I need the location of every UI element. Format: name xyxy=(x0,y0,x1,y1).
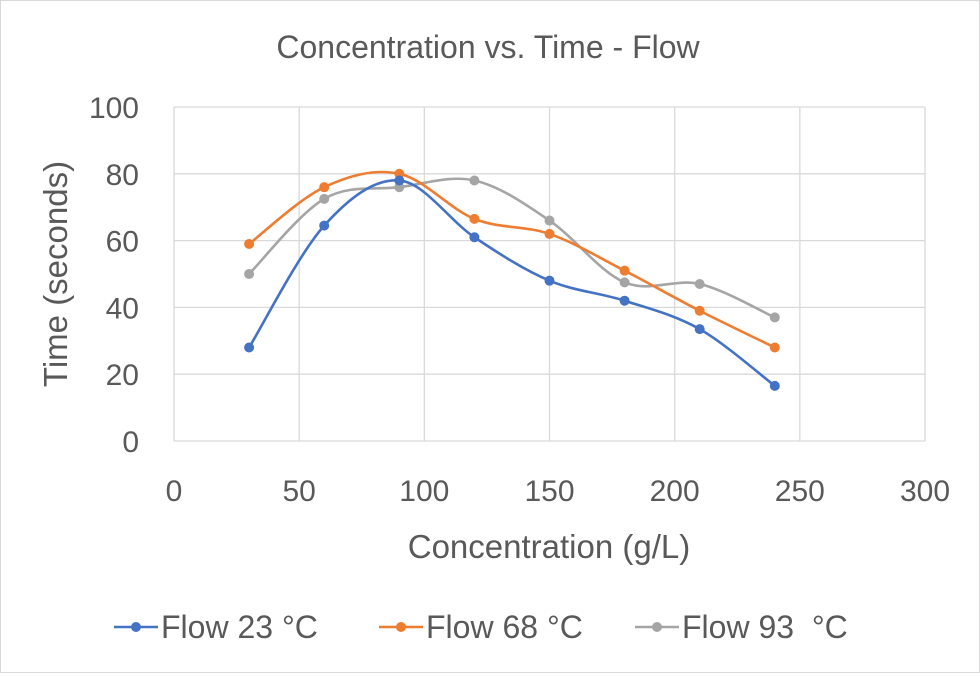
series-1 xyxy=(244,175,780,391)
y-tick-label: 20 xyxy=(106,359,139,392)
series-line xyxy=(248,170,776,349)
data-point xyxy=(769,380,780,391)
x-tick-label: 150 xyxy=(524,475,574,508)
series-group xyxy=(244,168,780,391)
data-point xyxy=(469,175,480,186)
x-axis-label: Concentration (g/L) xyxy=(408,528,690,565)
y-tick-label: 0 xyxy=(122,426,139,459)
x-tick-label: 50 xyxy=(282,475,315,508)
data-point xyxy=(544,228,555,239)
data-point xyxy=(694,324,705,335)
legend-item: Flow 68 °C xyxy=(379,609,583,645)
data-point xyxy=(319,220,330,231)
x-tick-label: 300 xyxy=(900,475,950,508)
data-point xyxy=(469,213,480,224)
data-point xyxy=(469,232,480,243)
legend: Flow 23 °C Flow 68 °C Flow 93 °C xyxy=(114,609,848,645)
legend-marker xyxy=(131,622,141,632)
data-point xyxy=(619,265,630,276)
legend-item: Flow 93 °C xyxy=(635,609,848,645)
data-point xyxy=(544,215,555,226)
data-point xyxy=(694,279,705,290)
x-tick-label: 100 xyxy=(399,475,449,508)
data-point xyxy=(244,238,255,249)
legend-marker xyxy=(652,622,662,632)
x-tick-label: 0 xyxy=(166,475,183,508)
data-point xyxy=(394,175,405,186)
data-point xyxy=(769,342,780,353)
legend-label: Flow 68 °C xyxy=(426,609,583,645)
x-tick-label: 250 xyxy=(775,475,825,508)
legend-label: Flow 23 °C xyxy=(161,609,318,645)
data-point xyxy=(619,277,630,288)
chart-title: Concentration vs. Time - Flow xyxy=(276,29,700,65)
x-tick-label: 200 xyxy=(650,475,700,508)
data-point xyxy=(769,312,780,323)
data-point xyxy=(244,342,255,353)
y-tick-label: 40 xyxy=(106,292,139,325)
series-3 xyxy=(244,175,780,323)
legend-marker xyxy=(396,622,406,632)
data-point xyxy=(694,305,705,316)
y-tick-label: 60 xyxy=(106,226,139,259)
data-point xyxy=(619,295,630,306)
x-tick-labels: 0 50 100 150 200 250 300 xyxy=(166,475,950,508)
gridlines xyxy=(173,106,926,442)
data-point xyxy=(319,182,330,193)
y-tick-label: 80 xyxy=(106,159,139,192)
y-tick-labels: 0 20 40 60 80 100 xyxy=(89,92,139,459)
series-2 xyxy=(244,168,780,353)
legend-label: Flow 93 °C xyxy=(682,609,848,645)
data-point xyxy=(244,269,255,279)
legend-item: Flow 23 °C xyxy=(114,609,318,645)
y-axis-label: Time (seconds) xyxy=(37,161,74,387)
data-point xyxy=(544,275,555,286)
data-point xyxy=(319,193,330,204)
y-tick-label: 100 xyxy=(89,92,139,125)
